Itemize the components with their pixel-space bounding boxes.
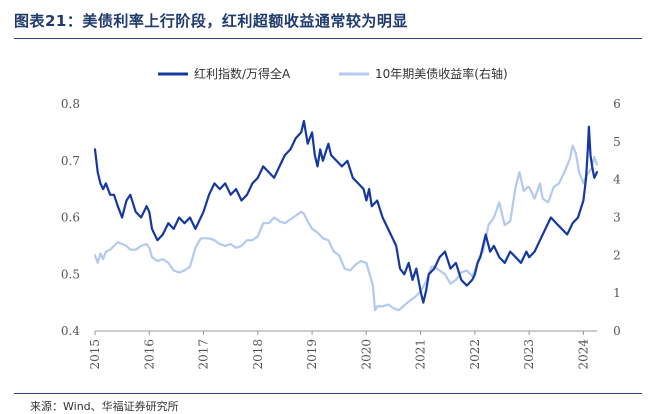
x-tick-label: 2022 — [468, 339, 482, 370]
x-tick-label: 2017 — [197, 339, 211, 370]
series-line-us10y — [93, 144, 599, 312]
figure-title: 图表21：美债利率上行阶段，红利超额收益通常较为明显 — [14, 12, 408, 30]
source-note: 来源：Wind、华福证券研究所 — [30, 400, 179, 413]
x-tick-label: 2021 — [414, 339, 428, 370]
series-lines — [93, 119, 599, 312]
x-tick-label: 2024 — [576, 339, 590, 370]
x-tick-label: 2015 — [88, 339, 102, 370]
x-tick-label: 2018 — [251, 339, 265, 370]
series-line-dividend-ratio — [93, 119, 599, 304]
source-rule — [14, 393, 642, 394]
x-tick-label: 2016 — [142, 339, 156, 370]
legend-label: 10年期美债收益率(右轴) — [375, 66, 508, 81]
left-y-tick-label: 0.6 — [61, 211, 80, 225]
right-y-tick-label: 1 — [613, 286, 621, 300]
left-y-tick-label: 0.5 — [61, 267, 80, 281]
right-y-tick-label: 0 — [613, 324, 621, 338]
x-tick-label: 2019 — [305, 339, 319, 370]
axes: 2015 2016 2017 2018 2019 2020 2021 2022 2023 2024… — [61, 97, 621, 370]
left-y-tick-label: 0.8 — [61, 97, 80, 111]
right-y-tick-label: 5 — [613, 135, 621, 149]
legend: 红利指数/万得全A 10年期美债收益率(右轴) — [158, 66, 508, 81]
title-rule — [14, 38, 642, 39]
x-tick-label: 2023 — [522, 339, 536, 370]
left-y-tick-label: 0.4 — [61, 324, 80, 338]
right-y-tick-label: 4 — [613, 173, 621, 187]
right-y-tick-label: 3 — [613, 211, 621, 225]
right-y-tick-label: 2 — [613, 248, 621, 262]
left-y-tick-label: 0.7 — [61, 154, 80, 168]
right-y-tick-label: 6 — [613, 97, 621, 111]
x-tick-label: 2020 — [359, 339, 373, 370]
legend-label: 红利指数/万得全A — [194, 66, 291, 81]
